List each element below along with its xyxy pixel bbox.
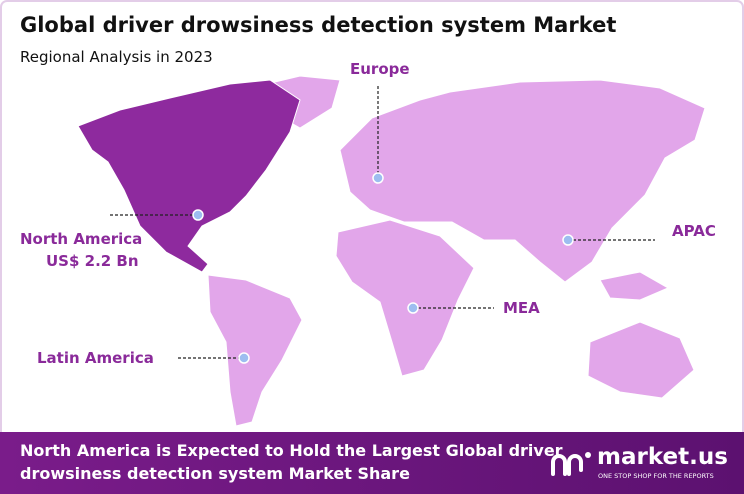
footer-band — [0, 432, 744, 494]
africa — [335, 219, 475, 377]
islands — [599, 271, 670, 301]
marker — [407, 302, 419, 314]
logo-icon — [551, 454, 583, 476]
brand-name: market.us — [597, 444, 728, 470]
latin-america — [207, 274, 303, 427]
north-america — [77, 79, 301, 273]
region-label: APAC — [672, 222, 716, 240]
marker — [562, 234, 574, 246]
subtitle: Regional Analysis in 2023 — [20, 48, 213, 66]
eurasia — [339, 79, 706, 283]
australia — [587, 321, 695, 399]
brand-logo — [551, 452, 591, 476]
region-label: Latin America — [37, 349, 154, 367]
region-label: Europe — [350, 60, 410, 78]
marker — [192, 209, 204, 221]
world-map — [77, 75, 706, 427]
title: Global driver drowsiness detection syste… — [20, 13, 616, 37]
brand-tagline: ONE STOP SHOP FOR THE REPORTS — [598, 472, 714, 480]
footer-line: drowsiness detection system Market Share — [20, 464, 410, 483]
marker — [238, 352, 250, 364]
region-value: US$ 2.2 Bn — [46, 252, 139, 270]
region-label: North America — [20, 230, 142, 248]
footer-line: North America is Expected to Hold the La… — [20, 441, 563, 460]
region-label: MEA — [503, 299, 540, 317]
callouts: North America US$ 2.2 Bn Europe APAC MEA… — [20, 60, 716, 367]
logo-dot — [585, 452, 591, 458]
marker — [372, 172, 384, 184]
